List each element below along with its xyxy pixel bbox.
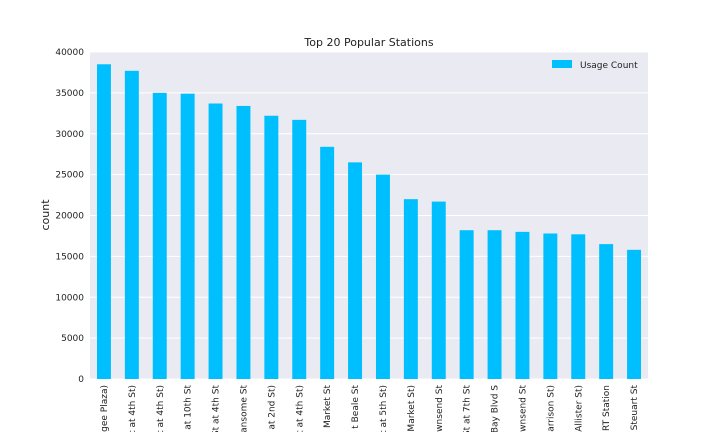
y-tick-label-1: 5000 <box>61 334 84 344</box>
x-tick-label-13: St at 7th St <box>463 385 473 432</box>
bar-2 <box>152 92 167 379</box>
bar-15 <box>515 231 530 379</box>
y-tick-label-7: 35000 <box>55 89 84 99</box>
y-tick-label-4: 20000 <box>55 212 84 222</box>
x-tick-label-3: at 10th St <box>184 385 194 430</box>
x-tick-label-9: t Beale St <box>351 385 361 429</box>
bar-14 <box>487 230 502 379</box>
bar-3 <box>180 93 195 379</box>
x-tick-label-18: RT Station <box>602 385 612 431</box>
bar-9 <box>348 162 363 379</box>
x-tick-label-0: gee Plaza) <box>100 385 110 432</box>
x-tick-label-12: wnsend St <box>435 385 445 432</box>
bar-6 <box>264 115 279 379</box>
x-tick-label-14: Bay Blvd S <box>491 385 501 432</box>
bar-16 <box>543 233 558 379</box>
bar-13 <box>459 230 474 379</box>
bar-8 <box>320 146 335 379</box>
y-tick-label-0: 0 <box>78 375 84 385</box>
y-tick-label-8: 40000 <box>55 48 84 58</box>
x-tick-label-19: Steuart St <box>630 385 640 431</box>
bar-12 <box>431 201 446 379</box>
bar-18 <box>599 244 614 379</box>
bar-17 <box>571 234 586 379</box>
legend: Usage Count <box>546 56 644 74</box>
x-tick-label-2: t at 4th St) <box>156 385 166 432</box>
x-tick-label-17: Allister St) <box>574 385 584 432</box>
bars <box>96 64 642 380</box>
x-tick-label-16: Harrison St) <box>546 385 556 432</box>
x-tick-labels: gee Plaza) t at 4th St) t at 4th St) at 10t… <box>100 385 640 432</box>
y-tick-label-3: 15000 <box>55 252 84 262</box>
bar-7 <box>292 119 307 379</box>
legend-label: Usage Count <box>580 61 638 71</box>
x-tick-label-8: Market St <box>323 385 333 429</box>
x-tick-label-5: ansome St <box>239 385 249 432</box>
legend-swatch <box>552 60 572 68</box>
bar-4 <box>208 103 223 379</box>
chart-title: Top 20 Popular Stations <box>303 36 433 49</box>
y-tick-label-6: 30000 <box>55 130 84 140</box>
x-tick-label-15: wnsend St <box>518 385 528 432</box>
x-tick-label-4: St at 4th St <box>212 385 222 432</box>
x-tick-label-6: at 2nd St) <box>267 385 277 430</box>
bar-19 <box>627 249 642 379</box>
bar-10 <box>375 174 390 379</box>
y-tick-label-2: 10000 <box>55 293 84 303</box>
y-tick-label-5: 25000 <box>55 171 84 181</box>
bar-1 <box>124 70 139 380</box>
x-tick-label-7: t at 4th St) <box>295 385 305 432</box>
x-tick-label-10: t at 5th St) <box>379 385 389 432</box>
x-tick-label-11: Market St) <box>407 385 417 432</box>
y-tick-labels: 0 5000 10000 15000 20000 25000 30000 35000 40000 <box>55 48 84 385</box>
bar-0 <box>96 64 111 379</box>
y-axis-label: count <box>39 199 52 231</box>
x-tick-label-1: t at 4th St) <box>128 385 138 432</box>
bar-11 <box>403 199 418 379</box>
bar-5 <box>236 105 251 379</box>
